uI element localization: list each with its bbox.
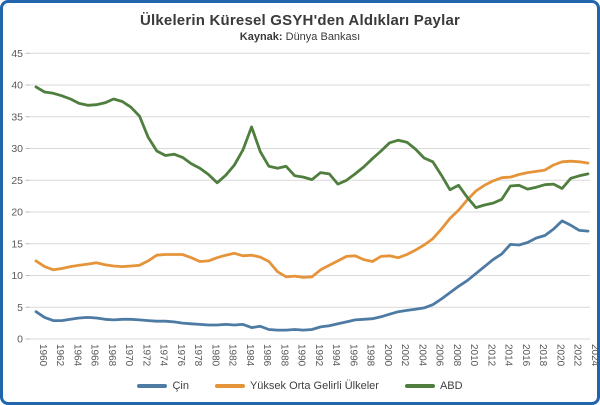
x-axis-label-2010: 2010 — [468, 344, 479, 367]
x-axis-label-1964: 1964 — [71, 344, 82, 367]
legend-label-cin: Çin — [172, 380, 189, 392]
legend-item-abd: ABD — [404, 380, 463, 392]
chart-subtitle: Kaynak: Dünya Bankası — [3, 30, 597, 45]
y-axis-label: 5 — [17, 302, 23, 314]
x-axis-label-1970: 1970 — [123, 344, 134, 367]
series-line-y-ksek-orta-gelirli-lkeler — [34, 159, 590, 279]
y-axis-label: 40 — [11, 80, 23, 92]
y-axis-label: 0 — [17, 334, 23, 346]
x-axis-label-1960: 1960 — [37, 344, 48, 367]
x-axis-label-2004: 2004 — [416, 344, 427, 367]
y-axis-label: 15 — [11, 238, 23, 250]
x-axis-label-1986: 1986 — [261, 344, 272, 367]
x-axis-label-1974: 1974 — [158, 344, 169, 367]
legend-item-yuksek-orta-gelirli-ulkeler: Yüksek Orta Gelirli Ülkeler — [214, 380, 379, 392]
source-label: Kaynak: — [239, 31, 283, 43]
x-axis-label-2020: 2020 — [554, 344, 565, 367]
x-axis-label-1984: 1984 — [244, 344, 255, 367]
x-axis-label-1978: 1978 — [192, 344, 203, 367]
x-axis-label-2002: 2002 — [399, 344, 410, 367]
x-axis-label-2018: 2018 — [537, 344, 548, 367]
legend-swatch-yuksek-orta-gelirli-ulkeler — [214, 384, 245, 388]
chart-legend: Çin Yüksek Orta Gelirli Ülkeler ABD — [3, 380, 597, 392]
x-axis-label-1980: 1980 — [209, 344, 220, 367]
series-line--in — [34, 219, 590, 332]
chart-header: Ülkelerin Küresel GSYH'den Aldıkları Pay… — [3, 3, 597, 45]
y-axis-label: 10 — [11, 270, 23, 282]
x-axis-label-1996: 1996 — [347, 344, 358, 367]
x-axis-label-1982: 1982 — [227, 344, 238, 367]
x-axis-label-1992: 1992 — [313, 344, 324, 367]
x-axis-label-2000: 2000 — [382, 344, 393, 367]
x-axis-label-1994: 1994 — [330, 344, 341, 367]
x-axis-label-1962: 1962 — [54, 344, 65, 367]
x-axis-label-2012: 2012 — [485, 344, 496, 367]
x-axis-label-2016: 2016 — [520, 344, 531, 367]
source-text: Dünya Bankası — [285, 31, 361, 43]
line-chart: 0 5 10 15 20 25 30 35 40 45 1960 1962 1964 1966 1968 19… — [11, 48, 600, 367]
legend-label-abd: ABD — [439, 380, 463, 392]
y-axis-label: 35 — [11, 111, 23, 123]
x-axis-label-2006: 2006 — [434, 344, 445, 367]
legend-swatch-cin — [137, 384, 168, 388]
x-axis-label-1976: 1976 — [175, 344, 186, 367]
chart-title: Ülkelerin Küresel GSYH'den Aldıkları Pay… — [139, 12, 461, 29]
y-axis-label: 25 — [11, 175, 23, 187]
x-axis-label-1990: 1990 — [296, 344, 307, 367]
series-line-abd — [34, 85, 590, 210]
y-axis-label: 30 — [11, 143, 23, 155]
x-axis-label-1998: 1998 — [365, 344, 376, 367]
x-axis-label-2022: 2022 — [572, 344, 583, 367]
x-axis-label-1988: 1988 — [278, 344, 289, 367]
x-axis-label-1972: 1972 — [140, 344, 151, 367]
x-axis-label-1968: 1968 — [106, 344, 117, 367]
legend-label-yuksek-orta-gelirli-ulkeler: Yüksek Orta Gelirli Ülkeler — [249, 380, 379, 392]
y-axis-label: 45 — [11, 48, 23, 60]
legend-swatch-abd — [404, 384, 435, 388]
x-axis-label-2008: 2008 — [451, 344, 462, 367]
y-axis-label: 20 — [11, 207, 23, 219]
x-axis-label-2014: 2014 — [503, 344, 514, 367]
x-axis-label-2024: 2024 — [589, 344, 600, 367]
x-axis-label-1966: 1966 — [89, 344, 100, 367]
legend-item-cin: Çin — [137, 380, 189, 392]
